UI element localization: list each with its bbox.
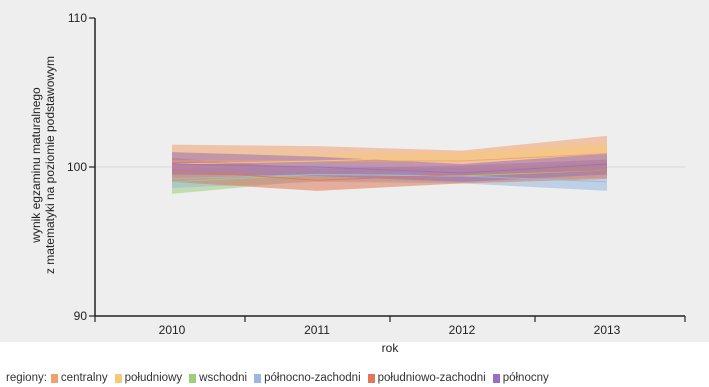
- y-tick-label: 110: [68, 11, 87, 25]
- mean-line-4: [171, 169, 608, 181]
- legend-item-1: południowy: [114, 372, 183, 384]
- legend-item-0: centralny: [50, 372, 108, 384]
- legend-swatch: [50, 373, 58, 383]
- legend-item-4: południowo-zachodni: [367, 372, 486, 384]
- legend: regiony: centralny południowy wschodni półn…: [6, 370, 556, 386]
- legend-label: południowy: [124, 372, 183, 384]
- axes-layer: [89, 17, 686, 322]
- legend-label: północno-zachodni: [264, 372, 361, 384]
- mean-line-1: [171, 150, 608, 165]
- x-tick-label: 2010: [159, 323, 186, 337]
- legend-swatch: [254, 373, 262, 383]
- legend-swatch: [367, 373, 375, 383]
- x-tick-label: 2013: [594, 323, 621, 337]
- legend-swatch: [114, 373, 122, 383]
- legend-items: centralny południowy wschodni północno-zach…: [50, 372, 556, 384]
- legend-label: wschodni: [199, 372, 248, 384]
- legend-label: północny: [502, 372, 549, 384]
- y-axis-title-line: wynik egzaminu maturalnego: [29, 87, 43, 244]
- legend-item-2: wschodni: [189, 372, 247, 384]
- mean-line-3: [171, 173, 608, 183]
- legend-label: południowo-zachodni: [377, 372, 486, 384]
- x-axis-title: rok: [382, 341, 400, 355]
- x-tick-label: 2011: [304, 323, 330, 337]
- y-tick-label: 90: [74, 309, 88, 323]
- legend-title: regiony:: [6, 372, 47, 384]
- legend-item-5: północny: [492, 372, 549, 384]
- legend-item-3: północno-zachodni: [254, 372, 361, 384]
- bands-layer: [171, 135, 608, 194]
- legend-swatch: [492, 373, 500, 383]
- labels-layer: 90 100 110 2010 2011 2012 2013 rok wynik egzamin…: [29, 11, 621, 355]
- legend-swatch: [189, 373, 197, 383]
- mean-line-5: [171, 163, 608, 174]
- y-tick-label: 100: [67, 160, 87, 174]
- y-axis-title-line: z matematyki na poziomie podstawowym: [43, 56, 57, 274]
- legend-label: centralny: [60, 372, 108, 384]
- mean-line-0: [172, 153, 608, 162]
- x-tick-label: 2012: [449, 323, 476, 337]
